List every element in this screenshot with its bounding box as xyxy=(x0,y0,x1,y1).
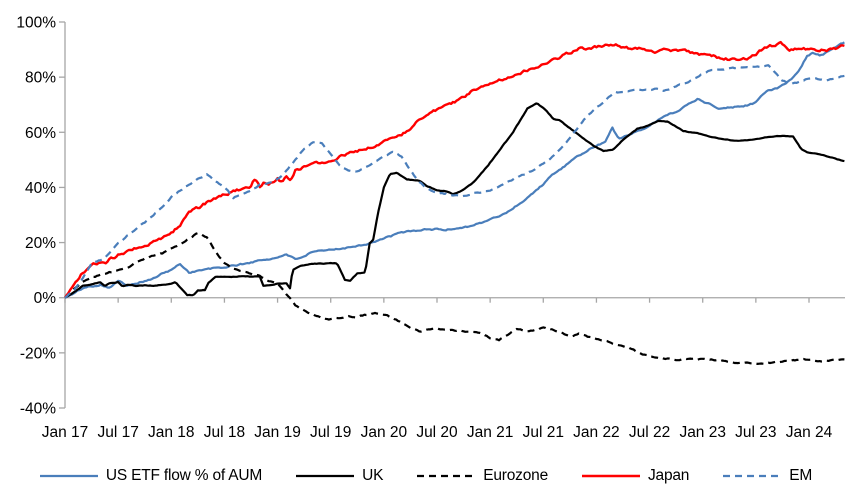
series-line-japan xyxy=(64,40,845,299)
chart-plot-area: 100% 80% 60% 40% 20% 0% -20% -40% Jan 17 Jul 17 Ja… xyxy=(16,15,845,441)
svg-text:20%: 20% xyxy=(25,235,56,252)
series-line-em xyxy=(64,64,845,299)
svg-text:-40%: -40% xyxy=(20,401,56,418)
chart-legend: US ETF flow % of AUM UK Eurozone Japan E… xyxy=(0,453,852,499)
svg-text:-20%: -20% xyxy=(20,345,56,362)
svg-text:Jan 24: Jan 24 xyxy=(786,424,833,441)
svg-text:40%: 40% xyxy=(25,180,56,197)
svg-text:Jan 19: Jan 19 xyxy=(254,424,301,441)
series-line-eurozone xyxy=(64,232,845,365)
series-line-us-etf-flow-of-aum xyxy=(64,41,845,299)
legend-item-us: US ETF flow % of AUM xyxy=(39,467,263,485)
svg-text:Jan 17: Jan 17 xyxy=(42,424,89,441)
svg-text:Jan 18: Jan 18 xyxy=(148,424,195,441)
legend-line-eurozone-icon xyxy=(417,474,476,478)
legend-item-em: EM xyxy=(723,467,812,485)
svg-text:Jul 23: Jul 23 xyxy=(735,424,776,441)
svg-text:Jul 18: Jul 18 xyxy=(204,424,245,441)
legend-line-em-icon xyxy=(723,474,782,478)
legend-line-us-icon xyxy=(39,474,98,478)
legend-line-uk-icon xyxy=(296,474,355,478)
svg-text:0%: 0% xyxy=(34,290,57,307)
svg-text:60%: 60% xyxy=(25,125,56,142)
svg-text:Jan 21: Jan 21 xyxy=(467,424,514,441)
legend-item-eurozone: Eurozone xyxy=(417,467,548,485)
legend-item-japan: Japan xyxy=(582,467,689,485)
legend-item-uk: UK xyxy=(296,467,383,485)
svg-text:Jul 17: Jul 17 xyxy=(97,424,138,441)
svg-text:Jul 20: Jul 20 xyxy=(416,424,458,441)
legend-label-us: US ETF flow % of AUM xyxy=(105,467,263,484)
legend-label-uk: UK xyxy=(362,467,384,484)
svg-text:Jan 22: Jan 22 xyxy=(573,424,620,441)
svg-text:80%: 80% xyxy=(25,70,56,87)
legend-line-japan-icon xyxy=(582,474,640,478)
svg-text:Jan 20: Jan 20 xyxy=(361,424,408,441)
series-line-uk xyxy=(64,102,845,299)
svg-text:Jul 21: Jul 21 xyxy=(523,424,564,441)
svg-text:Jul 22: Jul 22 xyxy=(629,424,670,441)
svg-text:Jan 23: Jan 23 xyxy=(679,424,726,441)
legend-label-japan: Japan xyxy=(648,467,690,484)
legend-label-eurozone: Eurozone xyxy=(483,467,548,484)
legend-label-em: EM xyxy=(789,467,813,484)
svg-text:100%: 100% xyxy=(16,15,56,32)
svg-text:Jul 19: Jul 19 xyxy=(310,424,351,441)
